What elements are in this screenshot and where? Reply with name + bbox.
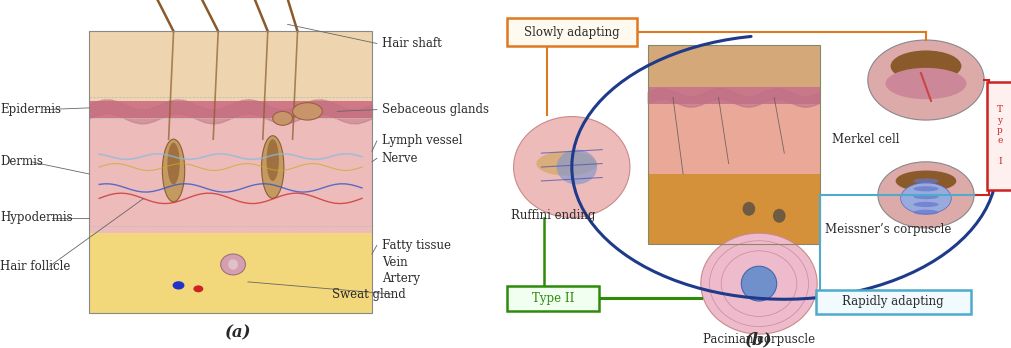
- Text: Meissner’s corpuscle: Meissner’s corpuscle: [824, 223, 950, 236]
- Text: Nerve: Nerve: [381, 152, 418, 165]
- Ellipse shape: [912, 202, 937, 207]
- Ellipse shape: [895, 171, 955, 191]
- FancyBboxPatch shape: [89, 226, 372, 313]
- Circle shape: [866, 40, 983, 120]
- FancyBboxPatch shape: [815, 290, 970, 314]
- Ellipse shape: [227, 259, 238, 270]
- Circle shape: [877, 162, 973, 228]
- Ellipse shape: [912, 194, 937, 199]
- Text: Sebaceous glands: Sebaceous glands: [381, 103, 488, 116]
- FancyBboxPatch shape: [647, 157, 819, 244]
- Ellipse shape: [162, 139, 185, 202]
- Ellipse shape: [556, 150, 596, 184]
- Ellipse shape: [167, 143, 180, 184]
- Ellipse shape: [900, 183, 950, 214]
- FancyBboxPatch shape: [647, 80, 819, 104]
- FancyBboxPatch shape: [507, 286, 599, 311]
- Text: (a): (a): [224, 324, 251, 341]
- Text: Type II: Type II: [531, 292, 573, 305]
- Ellipse shape: [772, 209, 785, 223]
- Text: Hair follicle: Hair follicle: [0, 260, 71, 273]
- FancyBboxPatch shape: [89, 31, 372, 101]
- Text: (b): (b): [744, 331, 772, 348]
- Text: Dermis: Dermis: [0, 155, 42, 168]
- Ellipse shape: [536, 151, 596, 176]
- Ellipse shape: [742, 202, 754, 216]
- Ellipse shape: [890, 50, 960, 82]
- FancyBboxPatch shape: [986, 82, 1011, 190]
- Text: T
y
p
e
 
I: T y p e I: [996, 105, 1002, 166]
- Text: Slowly adapting: Slowly adapting: [524, 26, 619, 39]
- Ellipse shape: [261, 136, 284, 198]
- Text: Hypodermis: Hypodermis: [0, 211, 73, 224]
- Text: Ruffini ending: Ruffini ending: [511, 209, 594, 222]
- FancyBboxPatch shape: [507, 18, 636, 46]
- Ellipse shape: [513, 117, 630, 218]
- Text: Epidermis: Epidermis: [0, 103, 61, 116]
- Ellipse shape: [740, 266, 776, 301]
- Text: Vein: Vein: [381, 256, 407, 269]
- FancyBboxPatch shape: [89, 111, 372, 233]
- Ellipse shape: [220, 254, 246, 275]
- FancyBboxPatch shape: [647, 97, 819, 174]
- Text: Rapidly adapting: Rapidly adapting: [841, 295, 943, 308]
- Text: Lymph vessel: Lymph vessel: [381, 134, 462, 148]
- Text: Pacinian corpuscle: Pacinian corpuscle: [703, 333, 814, 346]
- Circle shape: [193, 285, 203, 292]
- Ellipse shape: [700, 233, 817, 334]
- FancyBboxPatch shape: [89, 94, 372, 118]
- Ellipse shape: [292, 103, 321, 120]
- Text: Sweat gland: Sweat gland: [332, 287, 405, 301]
- Circle shape: [173, 281, 184, 290]
- Text: Artery: Artery: [381, 272, 420, 285]
- Ellipse shape: [912, 178, 937, 184]
- Ellipse shape: [912, 209, 937, 215]
- Ellipse shape: [266, 139, 279, 181]
- Text: Merkel cell: Merkel cell: [831, 133, 899, 146]
- Ellipse shape: [885, 68, 966, 99]
- Text: Fatty tissue: Fatty tissue: [381, 239, 450, 252]
- FancyBboxPatch shape: [647, 45, 819, 87]
- Ellipse shape: [912, 186, 937, 191]
- Text: Hair shaft: Hair shaft: [381, 37, 441, 50]
- Ellipse shape: [272, 111, 292, 125]
